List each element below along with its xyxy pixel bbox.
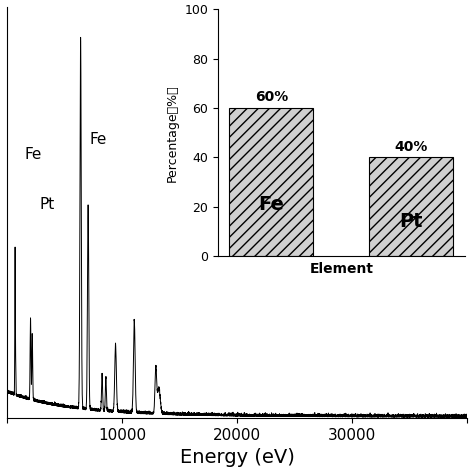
Bar bbox=[369, 157, 453, 256]
X-axis label: Energy (eV): Energy (eV) bbox=[180, 448, 294, 467]
X-axis label: Element: Element bbox=[309, 262, 374, 275]
Text: Pt: Pt bbox=[400, 212, 423, 231]
Bar bbox=[229, 108, 313, 256]
Text: 40%: 40% bbox=[395, 140, 428, 154]
Y-axis label: Percentage（%）: Percentage（%） bbox=[166, 84, 179, 182]
Text: 60%: 60% bbox=[255, 91, 288, 104]
Text: Fe: Fe bbox=[90, 132, 107, 147]
Text: Fe: Fe bbox=[24, 147, 42, 162]
Text: Fe: Fe bbox=[258, 195, 284, 214]
Text: Pt: Pt bbox=[39, 197, 55, 211]
